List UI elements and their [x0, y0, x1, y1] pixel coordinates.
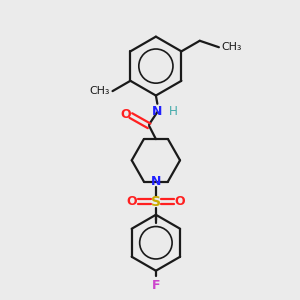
- Text: S: S: [151, 194, 161, 208]
- Text: N: N: [152, 105, 163, 118]
- Text: F: F: [152, 279, 160, 292]
- Text: O: O: [175, 195, 185, 208]
- Text: H: H: [169, 105, 177, 118]
- Text: CH₃: CH₃: [90, 86, 110, 96]
- Text: N: N: [151, 175, 161, 188]
- Text: O: O: [126, 195, 137, 208]
- Text: CH₃: CH₃: [221, 42, 242, 52]
- Text: O: O: [120, 108, 131, 121]
